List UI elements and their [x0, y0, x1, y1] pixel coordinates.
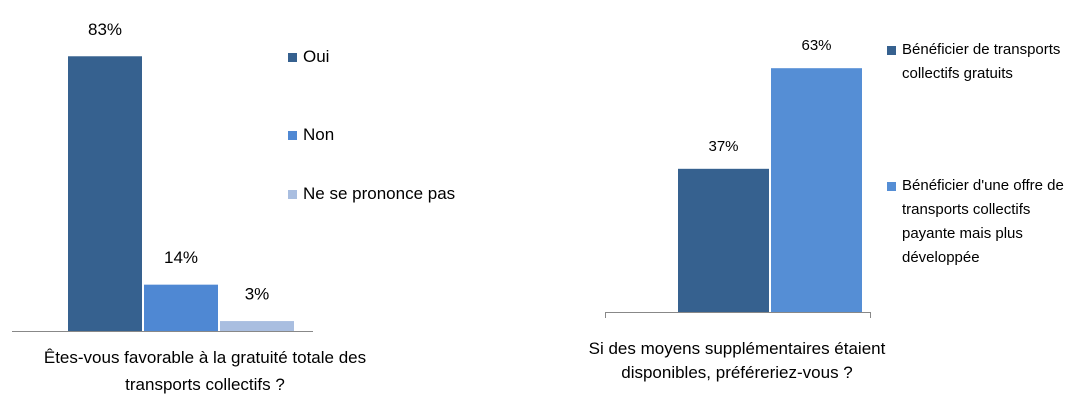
legend-item: Non: [288, 118, 468, 151]
legend-swatch: [288, 52, 297, 62]
bar: [144, 284, 218, 331]
legend-swatch: [288, 130, 297, 140]
legend-label: Bénéficier d'une offre de transports col…: [902, 177, 1064, 266]
bar: [220, 321, 294, 331]
bar: [68, 56, 142, 332]
legend-swatch: [887, 182, 896, 191]
data-label: 83%: [88, 20, 122, 39]
legend-label: Non: [303, 125, 335, 144]
data-label: 3%: [245, 285, 270, 304]
legend-label: Bénéficier de transports collectifs grat…: [902, 41, 1061, 82]
legend-label: Oui: [303, 47, 330, 66]
legend-item: Bénéficier de transports collectifs grat…: [887, 38, 1067, 86]
category-label: Êtes-vous favorable à la gratuité totale…: [43, 348, 367, 394]
legend-item: Oui: [288, 40, 468, 73]
data-label: 63%: [801, 37, 831, 54]
data-label: 14%: [164, 248, 198, 267]
data-label: 37%: [708, 138, 738, 155]
bar: [771, 68, 862, 312]
legend-item: Bénéficier d'une offre de transports col…: [887, 174, 1067, 270]
legend-label: Ne se prononce pas: [303, 184, 456, 203]
legend-swatch: [288, 189, 297, 199]
legend-swatch: [887, 46, 896, 55]
legend-item: Ne se prononce pas: [288, 177, 468, 210]
bar: [678, 168, 769, 312]
category-label: Si des moyens supplémentaires étaient di…: [588, 339, 886, 382]
